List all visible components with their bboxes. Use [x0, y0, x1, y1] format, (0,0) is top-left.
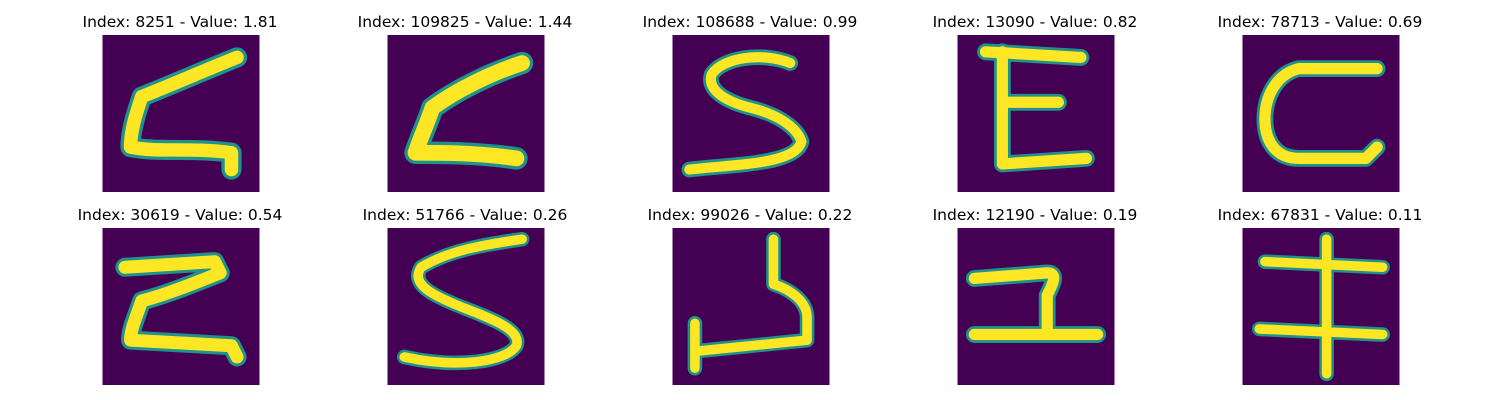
sample-title: Index: 13090 - Value: 0.82: [932, 13, 1138, 31]
digit-image: [672, 228, 830, 385]
sample-title: Index: 78713 - Value: 0.69: [1217, 13, 1423, 31]
digit-image: [1242, 228, 1400, 385]
sample-title: Index: 12190 - Value: 0.19: [932, 206, 1138, 224]
digit-image: [672, 35, 830, 192]
sample-title: Index: 108688 - Value: 0.99: [642, 13, 858, 31]
digit-image: [387, 228, 545, 385]
sample-panel-9: Index: 12190 - Value: 0.19: [885, 206, 1185, 396]
digit-image: [1242, 35, 1400, 192]
sample-panel-4: Index: 13090 - Value: 0.82: [885, 13, 1185, 203]
sample-panel-3: Index: 108688 - Value: 0.99: [600, 13, 900, 203]
digit-image: [957, 228, 1115, 385]
sample-panel-2: Index: 109825 - Value: 1.44: [315, 13, 615, 203]
sample-panel-8: Index: 99026 - Value: 0.22: [600, 206, 900, 396]
digit-image: [102, 35, 260, 192]
sample-panel-1: Index: 8251 - Value: 1.81: [30, 13, 330, 203]
sample-title: Index: 99026 - Value: 0.22: [647, 206, 853, 224]
sample-title: Index: 51766 - Value: 0.26: [362, 206, 568, 224]
sample-title: Index: 67831 - Value: 0.11: [1217, 206, 1423, 224]
sample-panel-10: Index: 67831 - Value: 0.11: [1170, 206, 1470, 396]
sample-title: Index: 8251 - Value: 1.81: [82, 13, 278, 31]
digit-image: [957, 35, 1115, 192]
sample-panel-6: Index: 30619 - Value: 0.54: [30, 206, 330, 396]
sample-panel-5: Index: 78713 - Value: 0.69: [1170, 13, 1470, 203]
digit-image: [387, 35, 545, 192]
sample-title: Index: 109825 - Value: 1.44: [357, 13, 573, 31]
digit-image: [102, 228, 260, 385]
sample-title: Index: 30619 - Value: 0.54: [77, 206, 283, 224]
sample-panel-7: Index: 51766 - Value: 0.26: [315, 206, 615, 396]
